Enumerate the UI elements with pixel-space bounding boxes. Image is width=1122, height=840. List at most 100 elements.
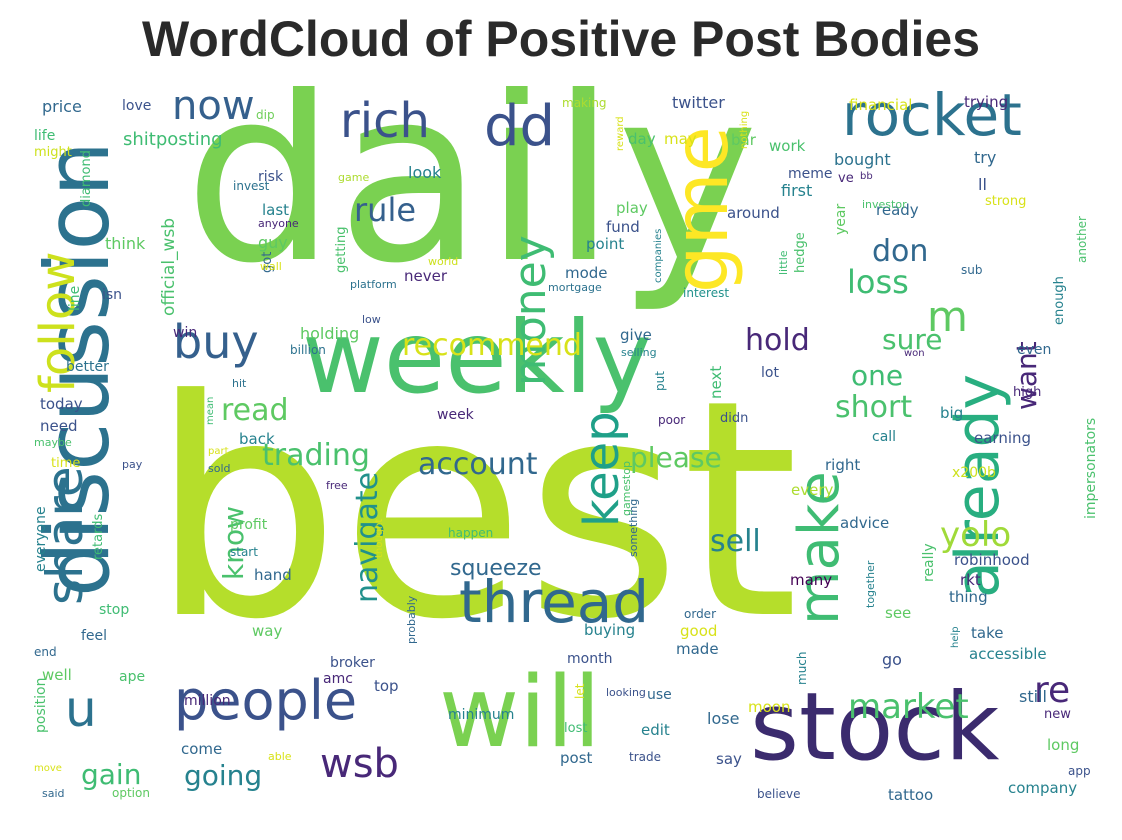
word-thread: thread bbox=[459, 568, 650, 636]
word-need: need bbox=[40, 417, 78, 435]
word-way: way bbox=[252, 622, 283, 640]
word-bb: bb bbox=[860, 171, 873, 182]
word-bar: bar bbox=[731, 131, 756, 149]
word-give: give bbox=[620, 326, 652, 344]
word-back: back bbox=[239, 430, 275, 448]
word-right: right bbox=[825, 456, 861, 474]
word-start: start bbox=[230, 545, 258, 559]
word-edit: edit bbox=[641, 721, 670, 739]
word-ll: ll bbox=[978, 175, 987, 194]
word-much: much bbox=[795, 651, 809, 686]
word-getting: getting bbox=[334, 226, 349, 273]
word-may: may bbox=[664, 130, 697, 148]
word-nothing: nothing bbox=[739, 110, 750, 149]
word-move: move bbox=[34, 763, 62, 774]
word-happen: happen bbox=[448, 526, 494, 540]
word-minimum: minimum bbox=[448, 707, 515, 723]
word-wsb: wsb bbox=[320, 741, 399, 787]
word-option: option bbox=[112, 786, 150, 800]
word-stock: stock bbox=[750, 673, 1000, 782]
word-year: year bbox=[833, 203, 849, 235]
word-bought: bought bbox=[834, 150, 891, 169]
word-mortgage: mortgage bbox=[548, 281, 602, 294]
word-best: best bbox=[150, 336, 799, 685]
word-first: first bbox=[781, 181, 813, 200]
word-free: free bbox=[326, 479, 348, 492]
word-might: might bbox=[34, 145, 72, 160]
word-meme: meme bbox=[788, 166, 833, 182]
word-will: will bbox=[439, 656, 601, 770]
word-guy: guy bbox=[258, 233, 288, 252]
word-many: many bbox=[790, 571, 833, 589]
word-yolo: yolo bbox=[940, 515, 1012, 555]
word-isn: isn bbox=[102, 287, 123, 303]
word-rule: rule bbox=[354, 191, 417, 229]
word-price: price bbox=[42, 97, 82, 116]
word-squeeze: squeeze bbox=[450, 556, 542, 581]
word-platform: platform bbox=[350, 278, 397, 291]
word-stop: stop bbox=[99, 602, 130, 618]
word-see: see bbox=[885, 604, 912, 622]
word-advice: advice bbox=[840, 514, 890, 532]
word-market: market bbox=[848, 687, 969, 727]
word-mean: mean bbox=[205, 396, 216, 425]
word-still: still bbox=[1019, 687, 1047, 706]
word-amc: amc bbox=[323, 671, 353, 687]
word-made: made bbox=[676, 640, 719, 658]
word-reward: reward bbox=[615, 116, 626, 151]
word-didn: didn bbox=[720, 411, 749, 426]
word-hedge: hedge bbox=[793, 232, 808, 273]
word-weekly: weekly bbox=[302, 299, 652, 416]
word-holding: holding bbox=[300, 324, 360, 343]
word-diamond: diamond bbox=[79, 150, 94, 207]
word-recommend: recommend bbox=[402, 328, 582, 363]
word-time: time bbox=[51, 456, 81, 471]
word-believe: believe bbox=[757, 787, 801, 801]
word-rocket: rocket bbox=[842, 86, 1022, 149]
word-maybe: maybe bbox=[34, 436, 72, 449]
word-fund: fund bbox=[606, 218, 640, 236]
word-keep: keep bbox=[574, 411, 630, 527]
word-account: account bbox=[418, 447, 538, 482]
word-take: take bbox=[971, 624, 1004, 642]
word-line: line bbox=[67, 285, 83, 311]
word-really: really bbox=[921, 543, 937, 582]
word-post: post bbox=[560, 749, 593, 767]
word-ve: ve bbox=[838, 171, 854, 186]
word-financial: financial bbox=[849, 96, 913, 114]
word-sub: sub bbox=[961, 263, 983, 277]
word-lose: lose bbox=[707, 709, 740, 728]
word-life: life bbox=[34, 128, 56, 144]
word-call: call bbox=[872, 429, 897, 445]
word-lost: lost bbox=[564, 721, 588, 736]
word-sell: sell bbox=[710, 524, 761, 559]
word-around: around bbox=[727, 204, 780, 222]
word-m: m bbox=[927, 292, 968, 341]
word-say: say bbox=[716, 750, 742, 768]
page-title: WordCloud of Positive Post Bodies bbox=[141, 11, 980, 67]
word-never: never bbox=[404, 267, 448, 285]
word-another: another bbox=[1075, 216, 1089, 263]
word-rich: rich bbox=[340, 93, 430, 149]
word-work: work bbox=[769, 137, 806, 155]
word-thought: thought bbox=[374, 518, 385, 558]
word-million: million bbox=[184, 693, 231, 709]
word-twitter: twitter bbox=[672, 93, 725, 112]
word-going: going bbox=[184, 759, 263, 792]
word-cloud: best daily weekly discussion will stock gme peo… bbox=[34, 86, 1106, 820]
word-look: look bbox=[408, 163, 442, 182]
word-go: go bbox=[882, 650, 902, 669]
word-big: big bbox=[940, 404, 964, 422]
word-trying: trying bbox=[964, 93, 1009, 111]
word-strong: strong bbox=[985, 194, 1027, 209]
word-hit: hit bbox=[232, 377, 247, 390]
word-mode: mode bbox=[565, 264, 608, 282]
word-earning: earning bbox=[974, 429, 1032, 447]
word-retards: retards bbox=[91, 513, 106, 560]
word-end: end bbox=[34, 645, 57, 659]
word-company: company bbox=[1008, 779, 1078, 797]
word-gain: gain bbox=[81, 758, 142, 791]
word-let: let bbox=[573, 683, 587, 699]
word-help: help bbox=[950, 626, 961, 648]
word-every: every bbox=[791, 481, 834, 499]
